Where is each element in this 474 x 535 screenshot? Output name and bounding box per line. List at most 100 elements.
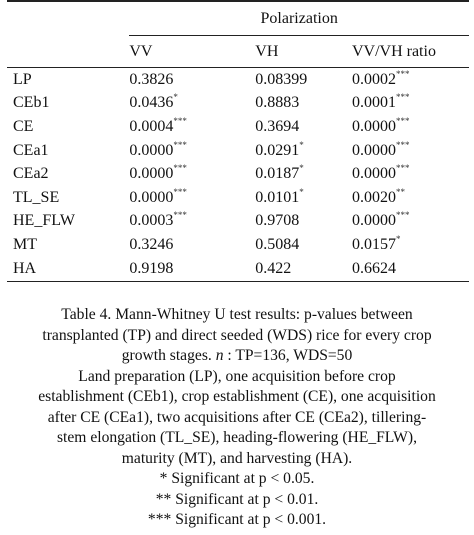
vv-value-cell: 0.0000***	[129, 162, 255, 186]
vv-value: 0.3826	[129, 70, 174, 88]
significance-marker: **	[395, 186, 405, 197]
vh-value-cell: 0.3694	[255, 115, 352, 139]
vv-value-cell: 0.0000***	[129, 139, 255, 163]
vv-value: 0.0436	[129, 94, 174, 112]
caption-text: growth stages.	[121, 347, 216, 364]
ratio-value-cell: 0.6624	[351, 256, 469, 282]
significance-marker: *	[299, 139, 304, 150]
significance-marker: ***	[395, 210, 410, 221]
vv-value-cell: 0.0004***	[129, 115, 255, 139]
table-row: CEb1 0.0436* 0.8883 0.0001***	[7, 92, 469, 116]
row-label-cell: TL_SE	[7, 186, 129, 210]
row-label-cell: CEa1	[7, 139, 129, 163]
significance-note: * Significant at p < 0.05.	[159, 470, 315, 487]
ratio-value: 0.6624	[351, 259, 396, 277]
vh-value: 0.9708	[255, 212, 300, 230]
row-label-cell: CEb1	[7, 92, 129, 116]
col-header-ratio: VV/VH ratio	[351, 35, 469, 68]
significance-marker: ***	[395, 92, 410, 103]
ratio-value-cell: 0.0000***	[352, 139, 469, 163]
vh-value: 0.08399	[255, 70, 308, 88]
col-header-vv: VV	[129, 35, 256, 68]
caption-line: Land preparation (LP), one acquisition b…	[78, 367, 396, 385]
significance-marker: ***	[173, 139, 187, 150]
significance-marker: *	[299, 163, 304, 174]
significance-marker: ***	[173, 210, 187, 221]
significance-marker: ***	[395, 68, 410, 79]
table-body: LP 0.3826 0.08399 0.0002*** CEb1 0.0436* 0.888…	[7, 68, 469, 282]
row-label: TL_SE	[13, 188, 60, 206]
row-label: CEb1	[13, 94, 50, 112]
table-row: HE_FLW 0.0003*** 0.9708 0.0000***	[7, 210, 469, 234]
ratio-value-cell: 0.0000***	[352, 162, 469, 186]
vv-value-cell: 0.0003***	[129, 210, 255, 234]
table-caption: Table 4. Mann-Whitney U test results: p-…	[0, 305, 474, 531]
row-label-cell: LP	[7, 68, 129, 92]
table-row: MT 0.3246 0.5084 0.0157*	[7, 233, 469, 257]
column-header-row: VV VH VV/VH ratio	[7, 35, 469, 68]
table-row: HA 0.9198 0.422 0.6624	[7, 256, 469, 282]
vv-value: 0.0004	[129, 117, 174, 135]
ratio-value: 0.0000	[351, 141, 396, 159]
vv-value: 0.3246	[129, 235, 174, 253]
row-label-cell: MT	[7, 233, 129, 257]
row-label: LP	[13, 70, 32, 88]
caption-line: establishment (CEb1), crop establishment…	[38, 388, 436, 405]
significance-marker: *	[299, 186, 304, 197]
significance-marker: ***	[395, 163, 410, 174]
vh-value-cell: 0.5084	[255, 233, 352, 257]
vh-value: 0.0187	[255, 165, 300, 183]
vh-value-cell: 0.0101*	[255, 186, 352, 210]
row-label-cell: HA	[7, 256, 130, 282]
vh-value-cell: 0.8883	[255, 92, 352, 116]
ratio-value-cell: 0.0000***	[352, 210, 469, 234]
vv-value: 0.0000	[129, 165, 174, 183]
ratio-value-cell: 0.0020**	[352, 186, 469, 210]
ratio-value: 0.0020	[351, 188, 396, 206]
table-row: CE 0.0004*** 0.3694 0.0000***	[7, 115, 469, 139]
row-label: CEa2	[13, 165, 49, 183]
vv-value-cell: 0.0000***	[129, 186, 255, 210]
row-label-header	[7, 35, 130, 68]
vv-value-cell: 0.3246	[129, 233, 255, 257]
vh-value: 0.422	[255, 259, 292, 277]
ratio-value-cell: 0.0000***	[352, 115, 469, 139]
ratio-value: 0.0157	[351, 235, 396, 253]
row-label: HA	[13, 259, 37, 277]
vh-value: 0.8883	[255, 94, 300, 112]
vh-value: 0.0291	[255, 141, 300, 159]
vv-value: 0.0000	[129, 188, 174, 206]
significance-marker: ***	[395, 115, 410, 126]
table-row: CEa1 0.0000*** 0.0291* 0.0000***	[7, 139, 469, 163]
caption-line: maturity (MT), and harvesting (HA).	[121, 449, 353, 467]
ratio-value-cell: 0.0001***	[352, 92, 469, 116]
ratio-value: 0.0000	[351, 165, 396, 183]
group-header-row: Polarization	[7, 1, 469, 36]
vv-value-cell: 0.9198	[129, 256, 256, 282]
header-blank-cell	[7, 1, 129, 36]
vh-value-cell: 0.08399	[255, 68, 352, 92]
vh-value-cell: 0.422	[255, 256, 352, 282]
row-label: HE_FLW	[13, 212, 75, 230]
vh-value: 0.5084	[255, 235, 300, 253]
significance-note: *** Significant at p < 0.001.	[147, 511, 327, 528]
vh-value-cell: 0.0291*	[255, 139, 352, 163]
ratio-value: 0.0000	[351, 117, 396, 135]
significance-marker: ***	[395, 139, 410, 150]
caption-line: stem elongation (TL_SE), heading-floweri…	[56, 429, 417, 446]
caption-line: after CE (CEa1), two acquisitions after …	[47, 408, 427, 426]
significance-marker: *	[395, 233, 401, 244]
col-header-vh: VH	[255, 35, 352, 68]
significance-marker: ***	[173, 163, 187, 174]
table-row: TL_SE 0.0000*** 0.0101* 0.0020**	[7, 186, 469, 210]
ratio-value: 0.0001	[351, 94, 396, 112]
table-row: CEa2 0.0000*** 0.0187* 0.0000***	[7, 162, 469, 186]
row-label-cell: CEa2	[7, 162, 129, 186]
vv-value: 0.9198	[129, 259, 174, 277]
caption-line: Table 4. Mann-Whitney U test results: p-…	[61, 306, 413, 323]
significance-marker: ***	[173, 186, 187, 197]
table-row: LP 0.3826 0.08399 0.0002***	[7, 68, 469, 92]
row-label-cell: CE	[7, 115, 129, 139]
vh-value: 0.3694	[255, 117, 300, 135]
vh-value-cell: 0.0187*	[255, 162, 352, 186]
